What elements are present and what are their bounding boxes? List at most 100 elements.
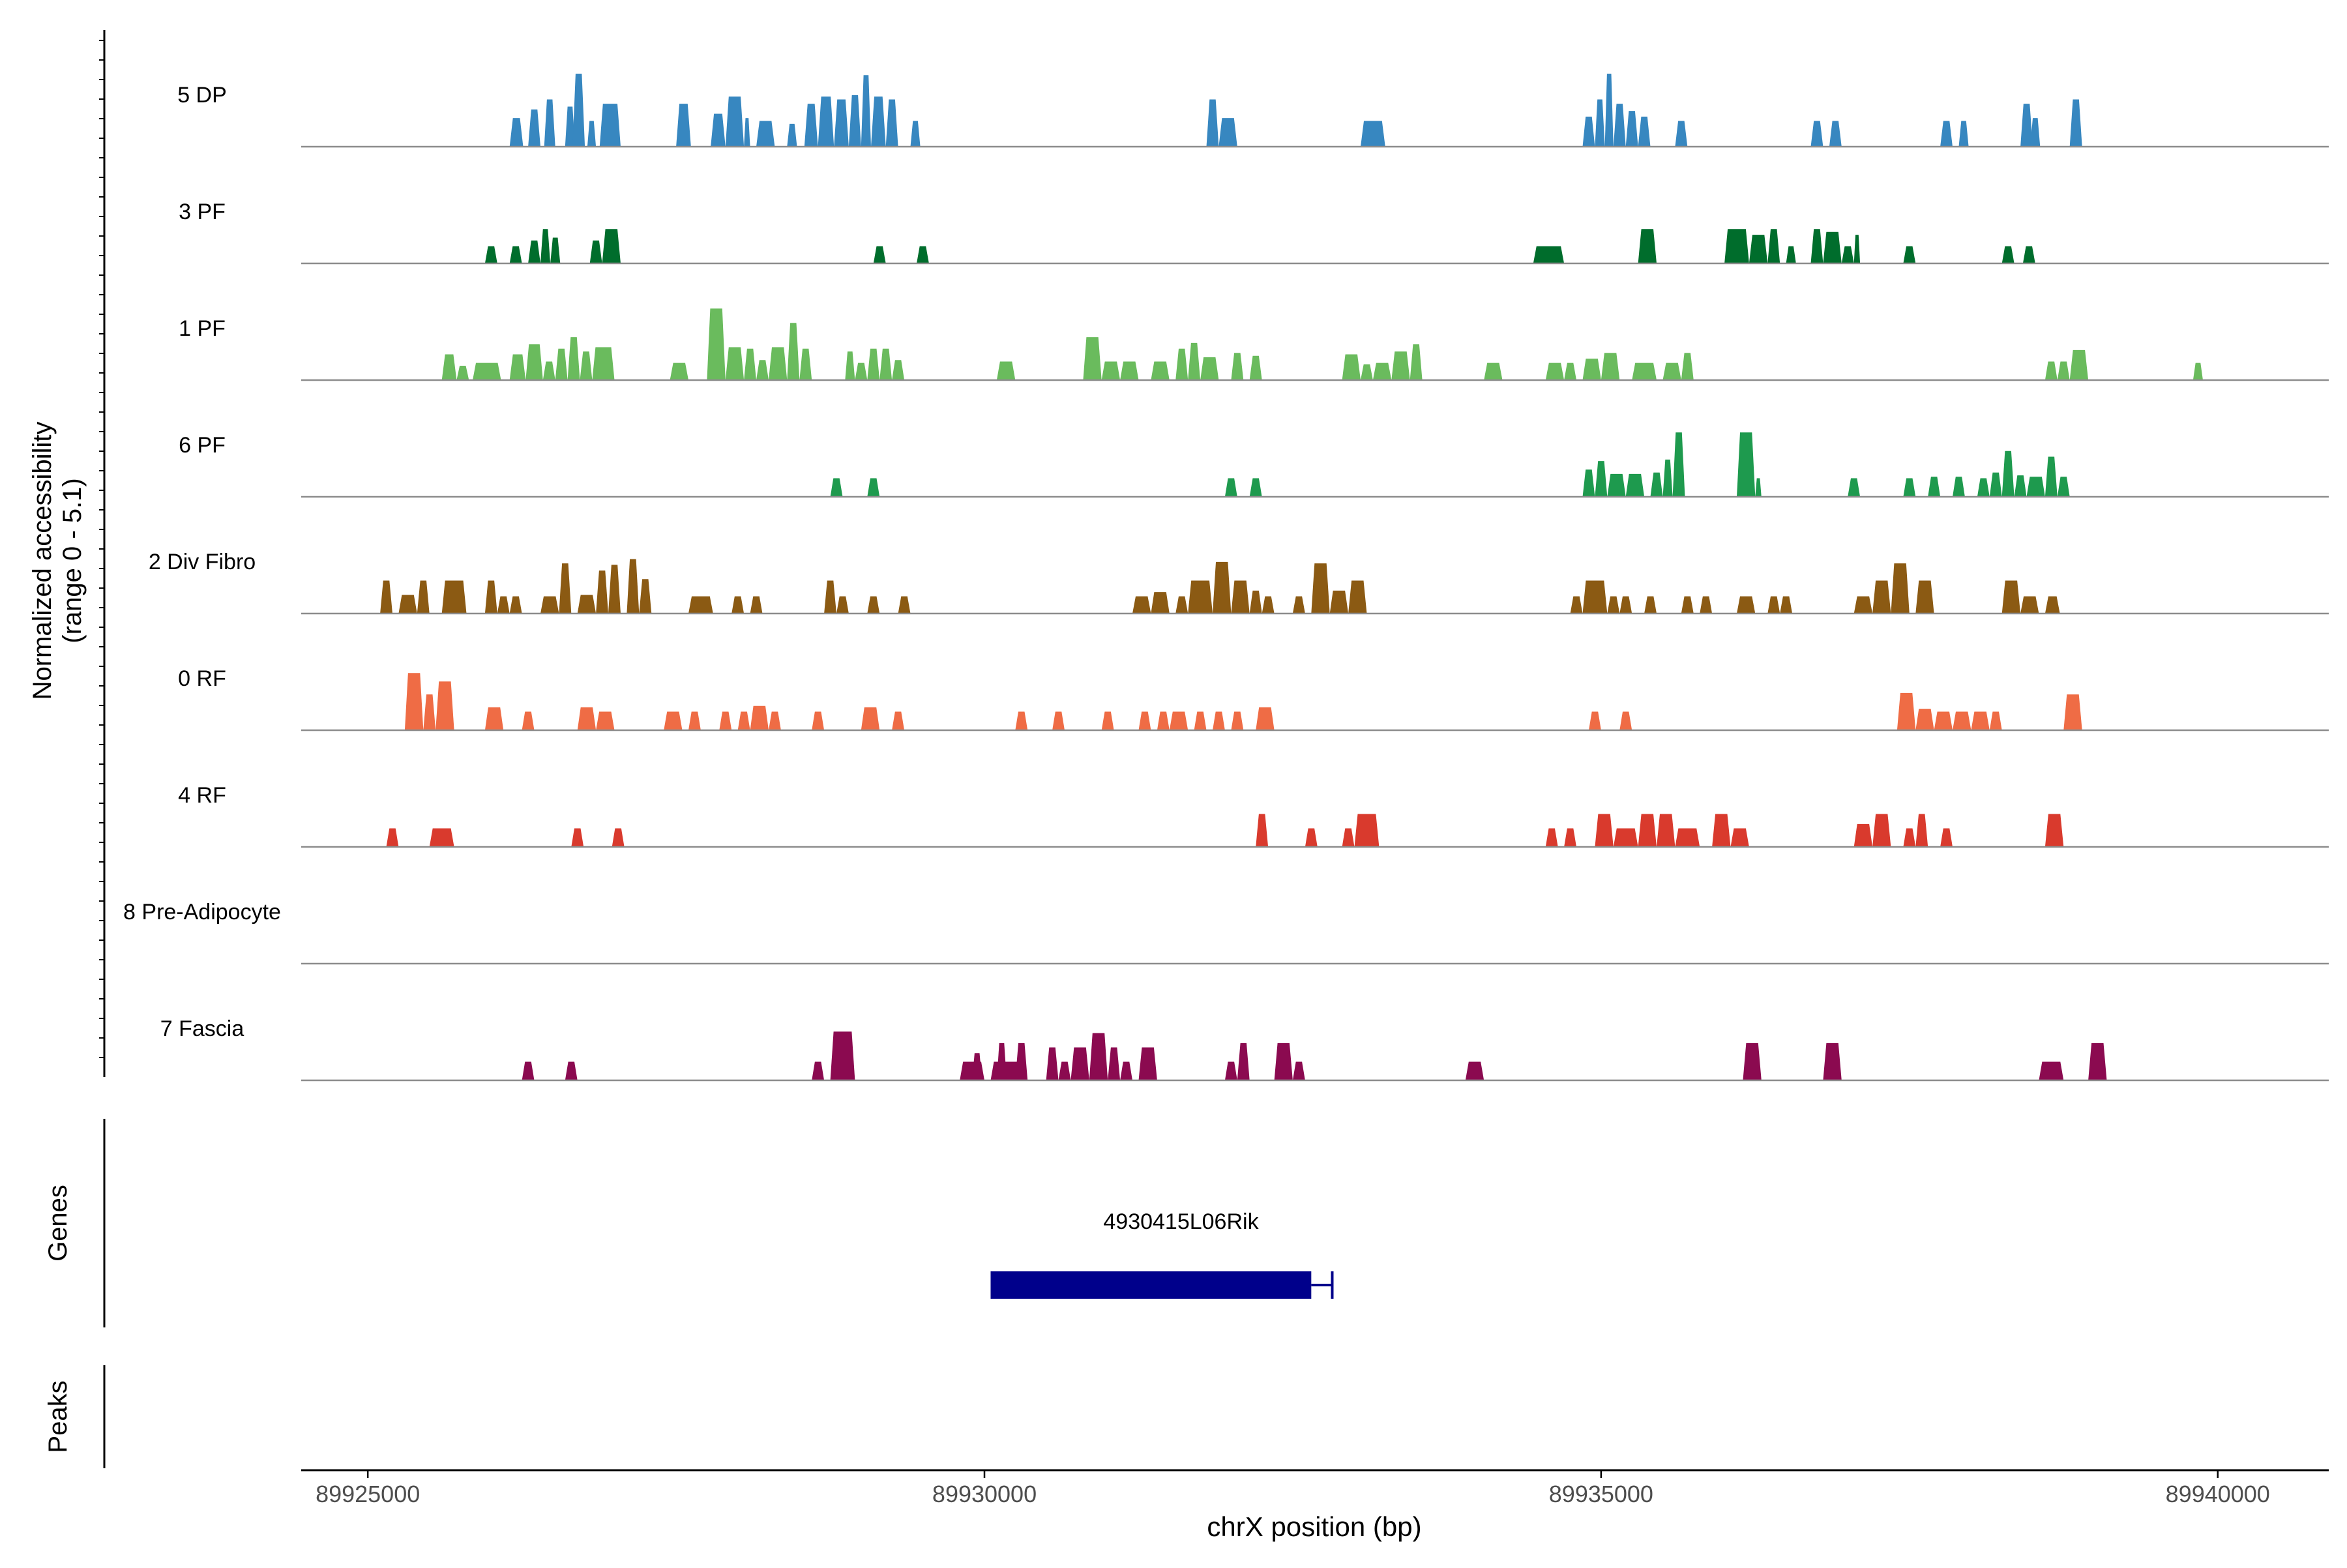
coverage-peak: [497, 596, 510, 614]
coverage-peak: [812, 711, 825, 730]
coverage-peak: [1361, 121, 1385, 147]
coverage-peak: [879, 348, 893, 380]
coverage-peak: [2057, 361, 2070, 380]
coverage-peak: [1872, 580, 1891, 614]
coverage-peak: [910, 121, 921, 147]
coverage-peak: [1465, 1061, 1484, 1080]
x-axis-tick-label: 89930000: [932, 1481, 1037, 1507]
coverage-peak: [596, 570, 608, 614]
coverage-peak: [540, 596, 559, 614]
coverage-peak: [1589, 711, 1601, 730]
coverage-peak: [1681, 353, 1694, 380]
coverage-peak: [1089, 1033, 1108, 1080]
coverage-peak: [2044, 814, 2064, 847]
coverage-peak: [1915, 814, 1928, 847]
coverage-peak: [2057, 477, 2070, 497]
coverage-peak: [1175, 596, 1188, 614]
coverage-peak: [769, 711, 781, 730]
coverage-peak: [737, 711, 750, 730]
coverage-peak: [1132, 596, 1151, 614]
coverage-y-axis-ticks: [99, 40, 104, 1058]
coverage-peak: [1743, 1043, 1762, 1080]
coverage-peak: [1632, 362, 1657, 380]
coverage-peak: [522, 1061, 535, 1080]
coverage-peak: [596, 711, 615, 730]
coverage-peak: [1700, 596, 1713, 614]
coverage-peak: [484, 707, 504, 730]
coverage-peak: [2044, 456, 2058, 497]
coverage-peak: [1657, 814, 1675, 847]
coverage-peak: [1256, 814, 1269, 847]
coverage-peak: [2088, 1043, 2107, 1080]
coverage-peak: [1372, 362, 1392, 380]
coverage-peak: [1101, 361, 1121, 380]
coverage-peak: [824, 580, 836, 614]
track-3-pf: 3 PF: [179, 200, 2329, 265]
coverage-peak: [1083, 337, 1102, 380]
coverage-peak: [608, 565, 621, 614]
coverage-peak: [599, 104, 621, 147]
coverage-peak: [1625, 473, 1645, 497]
coverage-peak: [1224, 478, 1237, 497]
coverage-peak: [1853, 823, 1873, 847]
coverage-peak: [1046, 1047, 1059, 1080]
coverage-peak: [1767, 596, 1780, 614]
coverage-peak: [1169, 711, 1188, 730]
track-label: 8 Pre-Adipocyte: [123, 900, 281, 925]
coverage-peak: [1903, 478, 1916, 497]
track-label: 1 PF: [179, 316, 226, 341]
coverage-peak: [804, 104, 818, 147]
coverage-peak: [1672, 432, 1685, 497]
coverage-peak: [676, 104, 691, 147]
coverage-peak: [2001, 246, 2015, 263]
coverage-peak: [1582, 469, 1595, 497]
coverage-peak: [707, 308, 726, 380]
coverage-peak: [2039, 1061, 2064, 1080]
track-0-rf: 0 RF: [178, 666, 2329, 732]
coverage-peak: [1675, 828, 1700, 847]
coverage-peak: [670, 362, 688, 380]
track-label: 6 PF: [179, 433, 226, 458]
coverage-peak: [1292, 596, 1305, 614]
coverage-peak: [1853, 235, 1861, 263]
coverage-peak: [1841, 246, 1854, 263]
coverage-peak: [1545, 828, 1558, 847]
coverage-peak: [1570, 596, 1583, 614]
gene-body: [990, 1271, 1312, 1299]
coverage-peak: [2063, 694, 2082, 730]
track-7-fascia: 7 Fascia: [160, 1016, 2329, 1082]
coverage-peak: [1533, 246, 1565, 263]
coverage-peak: [509, 246, 522, 263]
coverage-peak: [830, 1031, 855, 1080]
coverage-peak: [871, 96, 886, 147]
coverage-peak: [1151, 361, 1170, 380]
coverage-peak: [417, 580, 430, 614]
coverage-peak: [1613, 104, 1626, 147]
coverage-peak: [744, 348, 756, 380]
track-8-pre-adipocyte: 8 Pre-Adipocyte: [123, 900, 2329, 965]
coverage-peak: [1619, 711, 1632, 730]
coverage-peak: [1940, 121, 1953, 147]
coverage-peak: [1410, 344, 1423, 380]
coverage-peak: [571, 828, 584, 847]
coverage-peak: [1206, 99, 1219, 147]
coverage-peak: [1638, 814, 1657, 847]
coverage-peak: [1607, 473, 1626, 497]
coverage-peak: [1213, 561, 1232, 614]
coverage-peak: [1662, 362, 1681, 380]
coverage-peak: [1582, 116, 1595, 147]
coverage-peak: [711, 113, 726, 147]
coverage-peak: [1810, 229, 1823, 263]
coverage-peak: [1157, 711, 1170, 730]
coverage-peak: [1737, 432, 1756, 497]
coverage-peak: [2030, 118, 2041, 147]
coverage-peak: [441, 580, 467, 614]
coverage-peak: [1712, 814, 1731, 847]
coverage-peak: [456, 366, 469, 380]
coverage-peak: [2192, 362, 2203, 380]
coverage-peak: [1231, 711, 1244, 730]
coverage-peak: [1780, 596, 1793, 614]
gene-name-label: 4930415L06Rik: [1103, 1209, 1259, 1234]
